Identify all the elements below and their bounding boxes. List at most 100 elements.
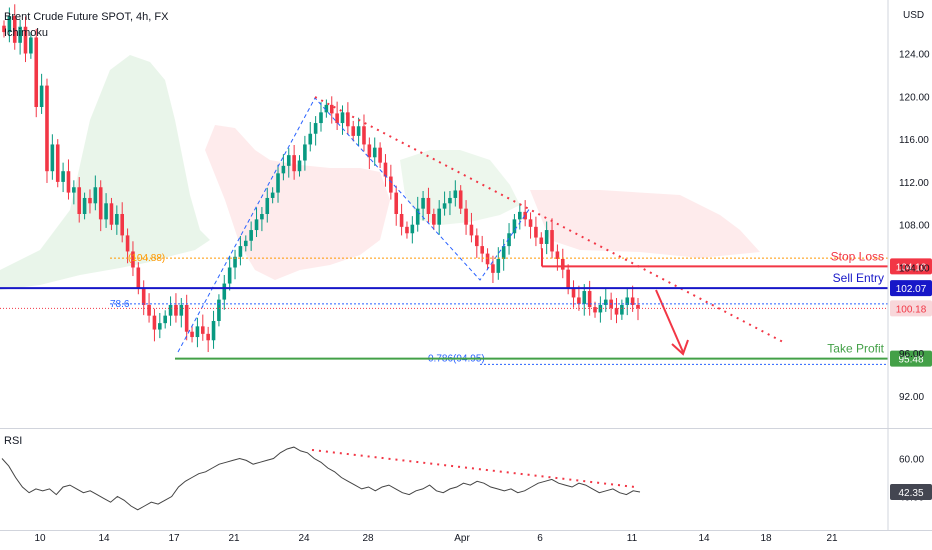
candle-body [313, 123, 318, 134]
candle-body [571, 288, 576, 298]
candle-body [260, 214, 264, 220]
candle-body [372, 147, 377, 158]
candle-body [254, 219, 259, 231]
candle-body [12, 16, 17, 43]
rsi-last-tag [890, 484, 932, 501]
ichimoku-cloud-green [0, 55, 210, 290]
price-tick-label: 116.00 [899, 135, 929, 146]
candle-body [270, 192, 275, 198]
candle-body [120, 214, 125, 236]
candle-body [491, 264, 495, 273]
candle-body [426, 197, 431, 214]
chart-title: Brent Crude Future SPOT, 4h, FX [4, 11, 169, 23]
candle-body [517, 211, 522, 220]
candle-body [281, 165, 286, 174]
rsi-trendline [311, 448, 636, 488]
candle-body [448, 197, 452, 204]
time-tick-label: 28 [362, 533, 374, 544]
candle-body [158, 323, 162, 330]
candle-body [480, 246, 484, 254]
candle-body [335, 113, 339, 124]
candle-body [464, 208, 468, 225]
rsi-label: RSI [4, 435, 22, 447]
candle-body [233, 256, 237, 268]
candle-body [630, 297, 635, 305]
level-price-label: 95.48 [898, 355, 923, 366]
time-tick-label: Apr [454, 533, 470, 544]
candle-body [61, 171, 65, 182]
candle-body [399, 214, 404, 227]
candle-body [55, 144, 60, 182]
level-price-label: 104.10 [896, 262, 927, 273]
candle-body [539, 237, 544, 244]
candle-body [389, 176, 393, 193]
candle-body [217, 299, 221, 321]
candle-body [249, 230, 253, 241]
candle-body [109, 203, 114, 225]
candle-body [501, 246, 506, 259]
candle-body [195, 326, 200, 338]
candle-body [415, 208, 420, 225]
descending-trendline [314, 96, 786, 344]
level-price-label: 102.07 [896, 284, 927, 295]
candle-body [362, 126, 366, 145]
ichimoku-cloud-red [205, 125, 390, 280]
candle-body [222, 283, 227, 300]
candles [2, 4, 640, 353]
time-tick-label: 11 [627, 533, 638, 544]
candle-body [141, 288, 146, 305]
candle-body [303, 144, 307, 161]
candle-body [432, 214, 436, 225]
candle-body [587, 291, 592, 308]
candle-body [29, 37, 33, 54]
candle-body [566, 269, 570, 289]
candle-body [405, 226, 409, 234]
candle-body [147, 304, 151, 316]
candle-body [555, 251, 560, 259]
candle-body [45, 85, 49, 172]
candle-body [238, 246, 243, 257]
candle-body [2, 25, 6, 33]
candle-body [39, 85, 44, 107]
candle-body [115, 214, 119, 225]
fib-label-786: 78.6 [110, 299, 130, 310]
candle-body [496, 258, 501, 273]
candle-body [174, 304, 178, 316]
candle-body [276, 173, 280, 193]
candle-body [410, 224, 415, 234]
candle-body [50, 144, 55, 172]
candle-body [72, 187, 76, 193]
candle-body [190, 331, 194, 338]
price-tick-label: 124.00 [899, 50, 930, 61]
price-tick-label: 92.00 [899, 392, 924, 403]
candle-body [136, 267, 141, 289]
candle-body [469, 224, 474, 236]
candle-body [88, 197, 92, 204]
last-price-tag [890, 300, 932, 317]
candle-body [18, 26, 22, 43]
candle-body [23, 26, 28, 54]
candle-body [163, 315, 167, 324]
candle-body [319, 112, 323, 124]
time-tick-label: 14 [98, 533, 110, 544]
candle-body [346, 112, 350, 127]
candle-body [550, 230, 554, 252]
candle-body [200, 326, 205, 334]
candle-body [544, 230, 549, 244]
candle-body [603, 299, 608, 305]
rsi-tick-label: 60.00 [899, 455, 924, 466]
candle-body [227, 267, 232, 284]
candle-body [614, 308, 619, 315]
candle-body [243, 240, 248, 247]
candle-body [104, 203, 108, 220]
candle-body [437, 208, 442, 225]
level-price-tag [890, 258, 932, 275]
candle-body [179, 304, 184, 316]
candle-body [66, 171, 71, 193]
candle-body [98, 187, 103, 220]
chart-header: Brent Crude Future SPOT, 4h, FX Ichimoku… [4, 10, 924, 39]
candle-body [340, 112, 345, 124]
candle-body [292, 155, 296, 172]
